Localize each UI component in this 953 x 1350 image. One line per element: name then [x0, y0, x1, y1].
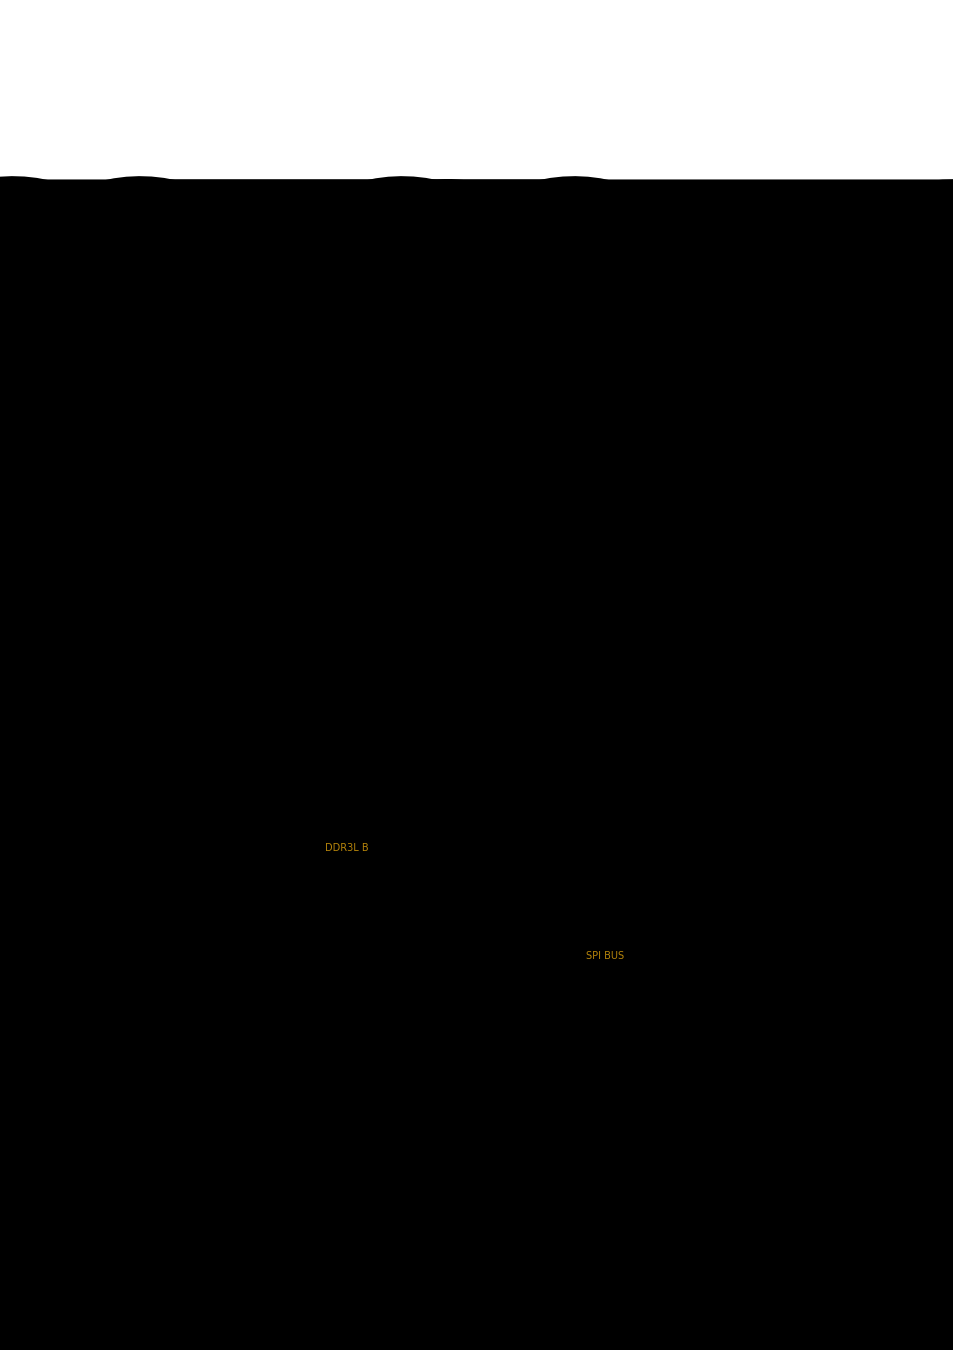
Text: COM-Express Row C,D: COM-Express Row C,D [193, 571, 202, 701]
Text: SPI Flash: SPI Flash [503, 987, 560, 998]
Text: User's Manual: User's Manual [233, 1145, 331, 1158]
Text: Resistor Select: Resistor Select [623, 364, 696, 375]
Text: COM-Express Row A,B: COM-Express Row A,B [773, 571, 783, 701]
Bar [492, 975, 572, 1008]
Bar [517, 892, 563, 926]
Text: 3 PCIe x 1: 3 PCIe x 1 [598, 551, 646, 560]
Text: PCIe x1: PCIe x1 [475, 576, 512, 587]
Bar [769, 310, 786, 963]
Text: SPI BUS: SPI BUS [585, 950, 623, 961]
Bar [177, 240, 797, 265]
Text: Bay Trial
SoC: Bay Trial SoC [397, 671, 457, 699]
Text: USB: USB [483, 518, 503, 528]
Text: EC: EC [533, 904, 548, 915]
Bar [513, 571, 587, 608]
Bar [237, 836, 312, 875]
Text: 3 USB2.0: 3 USB2.0 [599, 491, 644, 501]
Text: DDI_1: DDI_1 [279, 328, 308, 339]
Text: SM BUS: SM BUS [602, 740, 640, 749]
Text: Intel I211AT: Intel I211AT [515, 585, 585, 594]
Text: ,: , [258, 202, 262, 217]
Text: 2 SATA: 2 SATA [605, 782, 639, 791]
Text: Resistor
Select: Resistor Select [525, 648, 574, 670]
Bar [237, 767, 312, 807]
Bar [381, 321, 444, 358]
Bar [381, 401, 474, 971]
Text: SD: SD [486, 647, 500, 656]
Text: SWITCH: SWITCH [388, 335, 437, 344]
Text: DDR3L A: DDR3L A [325, 775, 368, 786]
Text: DDI_0: DDI_0 [279, 406, 308, 417]
Text: WDT/FAN/HW.M: WDT/FAN/HW.M [632, 896, 701, 905]
Text: eDP to LVDS
CH7511B: eDP to LVDS CH7511B [514, 327, 586, 348]
Text: 4 USB2.0: 4 USB2.0 [656, 518, 700, 528]
Text: DIO/ SD Card: DIO/ SD Card [649, 645, 707, 653]
Text: DDR III
SO DIMM B: DDR III SO DIMM B [242, 844, 307, 865]
Text: I2C: I2C [614, 802, 630, 813]
Text: USB3.0 x1: USB3.0 x1 [268, 464, 318, 474]
Text: DDR III
SO DIMM A: DDR III SO DIMM A [242, 776, 307, 798]
Text: HD Audio: HD Audio [598, 760, 644, 771]
Bar [500, 699, 592, 728]
Text: DDR3L B: DDR3L B [325, 842, 368, 853]
Text: VGA: VGA [611, 435, 632, 446]
Bar [508, 316, 592, 358]
Text: LAN: LAN [668, 576, 688, 587]
Text: USB 2.0 HUB: USB 2.0 HUB [512, 525, 587, 535]
Text: LPC BUS: LPC BUS [601, 824, 642, 833]
Text: SM BUS to DIO: SM BUS to DIO [502, 709, 589, 718]
Bar [513, 513, 587, 547]
Text: —: — [356, 246, 369, 259]
Bar [189, 310, 206, 963]
Bar [513, 637, 587, 679]
